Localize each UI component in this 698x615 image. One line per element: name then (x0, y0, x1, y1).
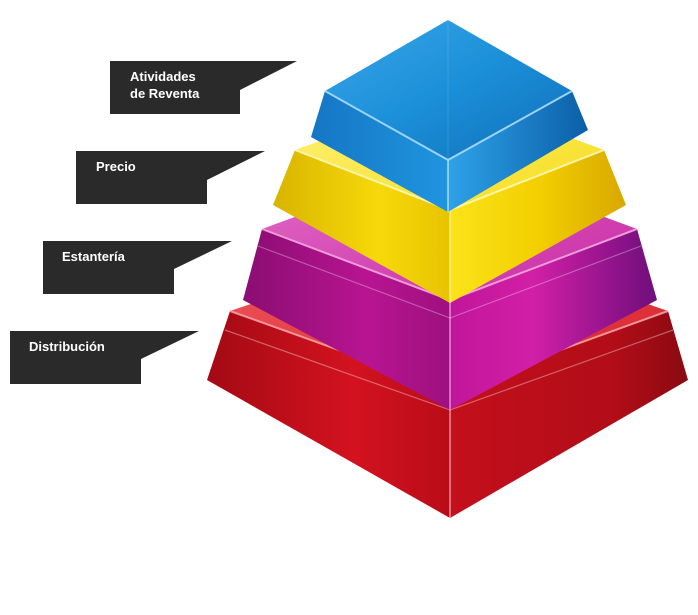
label-precio: Precio (76, 151, 265, 204)
label-actividades-line1: Atividades (130, 69, 196, 84)
tier-yellow-left-face (273, 150, 450, 303)
label-actividades: Atividades de Reventa (110, 61, 297, 114)
tier-yellow-right-face (450, 150, 626, 303)
pyramid-tier-blue (311, 20, 588, 212)
label-distribucion-box (10, 331, 199, 384)
label-actividades-line2: de Reventa (130, 86, 200, 101)
label-precio-box (76, 151, 265, 204)
label-actividades-box (110, 61, 297, 114)
tier-magenta-right-face (450, 229, 657, 410)
tier-red-left-face (207, 311, 450, 518)
label-distribucion: Distribución (10, 331, 199, 384)
label-estanteria-text: Estantería (62, 249, 126, 264)
tier-red-right-face (450, 311, 688, 518)
tier-blue-right-face (448, 91, 588, 212)
tier-blue-left-face (311, 91, 448, 212)
label-estanteria: Estantería (43, 241, 232, 294)
tier-magenta-left-face (243, 229, 450, 410)
label-estanteria-box (43, 241, 232, 294)
label-precio-text: Precio (96, 159, 136, 174)
label-distribucion-text: Distribución (29, 339, 105, 354)
